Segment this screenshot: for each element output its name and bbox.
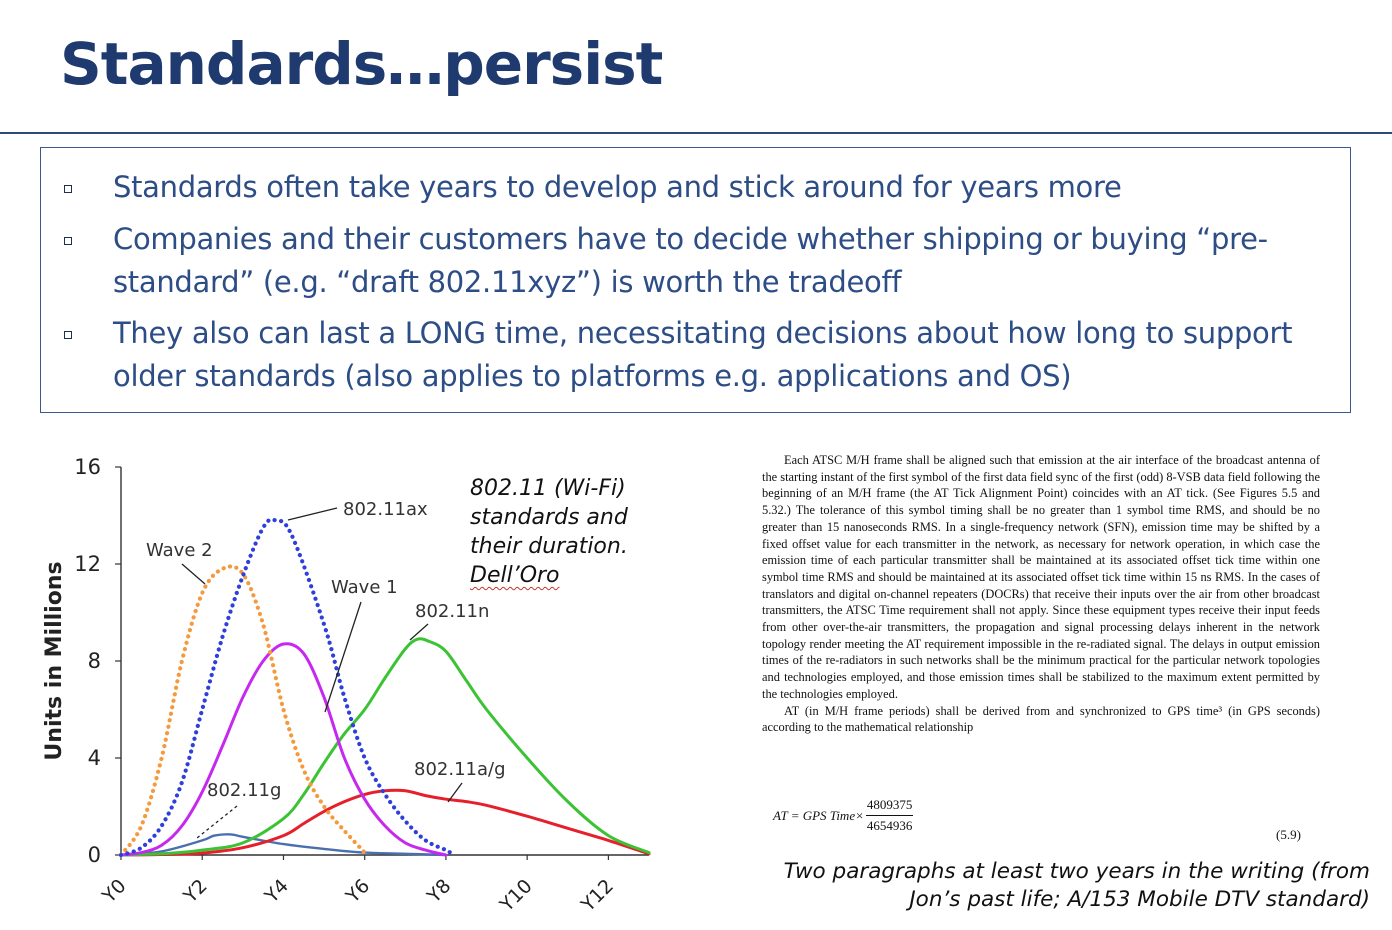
bullet-text: Companies and their customers have to de… (113, 222, 1268, 299)
y-tick-label: 8 (88, 649, 101, 673)
annotation-leader-802-11n (409, 623, 429, 641)
x-tick-label: Y8 (422, 875, 455, 908)
slide-title: Standards…persist (60, 30, 663, 98)
square-bullet-icon (64, 331, 72, 339)
series-line-wave-1 (119, 642, 448, 857)
series-line-802-11a-g (119, 788, 651, 857)
equation-number: (5.9) (1276, 827, 1301, 842)
chart-caption: 802.11 (Wi-Fi) standards and their durat… (470, 474, 660, 590)
formula: AT = GPS Time× 4809375 4654936 (773, 797, 914, 834)
annotation-label-802-11ax: 802.11ax (343, 499, 428, 520)
series-line-802-11ax (118, 517, 457, 858)
annotation-leader-wave-2 (181, 563, 206, 585)
wifi-standards-chart: 0 4 8 12 16 Y0 Y2 Y4 Y6 Y8 Y10 Y12 Units in Millions… (42, 455, 651, 917)
y-tick-label: 16 (74, 455, 101, 479)
formula-lhs: AT = GPS Time× (773, 807, 864, 823)
caption-line: 802.11 (Wi-Fi) (470, 476, 626, 501)
formula-numerator: 4809375 (865, 797, 914, 816)
annotation-leader-wave-1 (324, 601, 362, 713)
caption-source: Dell’Oro (470, 563, 560, 588)
caption-line: standards and (470, 505, 628, 530)
title-divider (0, 132, 1392, 134)
doc-paragraph: Each ATSC M/H frame shall be aligned suc… (762, 453, 1320, 701)
note-line: Two paragraphs at least two years in the… (783, 859, 1370, 884)
bullet-text: Standards often take years to develop an… (113, 170, 1122, 204)
document-excerpt: Each ATSC M/H frame shall be aligned suc… (762, 452, 1320, 736)
doc-paragraph: AT (in M/H frame periods) shall be deriv… (762, 703, 1320, 735)
series-line-802-11n (119, 637, 651, 857)
note-line: Jon’s past life; A/153 Mobile DTV standa… (909, 887, 1370, 912)
annotation-label-802-11n: 802.11n (415, 601, 489, 622)
x-tick-label: Y0 (98, 875, 131, 908)
y-tick-label: 0 (88, 843, 101, 867)
annotation-label-802-11a-g: 802.11a/g (414, 759, 506, 780)
x-tick-label: Y4 (260, 875, 293, 908)
formula-denominator: 4654936 (866, 818, 913, 833)
annotation-label-wave-2: Wave 2 (146, 540, 213, 561)
annotation-leader-802-11g (196, 805, 238, 839)
x-tick-label: Y2 (179, 875, 212, 908)
x-tick-label: Y6 (341, 875, 374, 908)
square-bullet-icon (64, 185, 72, 193)
annotation-leader-802-11a-g (447, 782, 463, 803)
y-tick-label: 12 (74, 552, 101, 576)
annotation-leader-802-11ax (287, 507, 338, 521)
y-tick-label: 4 (88, 746, 101, 770)
formula-fraction: 4809375 4654936 (865, 797, 914, 834)
annotation-label-wave-1: Wave 1 (331, 577, 398, 598)
bullet-box: Standards often take years to develop an… (40, 147, 1351, 413)
caption-line: their duration. (470, 534, 628, 559)
square-bullet-icon (64, 237, 72, 245)
annotation-label-802-11g: 802.11g (207, 780, 281, 801)
series-line-802-11g (119, 833, 448, 857)
series-line-wave-2 (118, 564, 367, 858)
x-tick-label: Y12 (576, 875, 618, 917)
x-tick-label: Y10 (495, 875, 537, 917)
side-note: Two paragraphs at least two years in the… (780, 858, 1370, 914)
y-axis-label: Units in Millions (42, 561, 67, 760)
bullet-text: They also can last a LONG time, necessit… (113, 316, 1293, 393)
